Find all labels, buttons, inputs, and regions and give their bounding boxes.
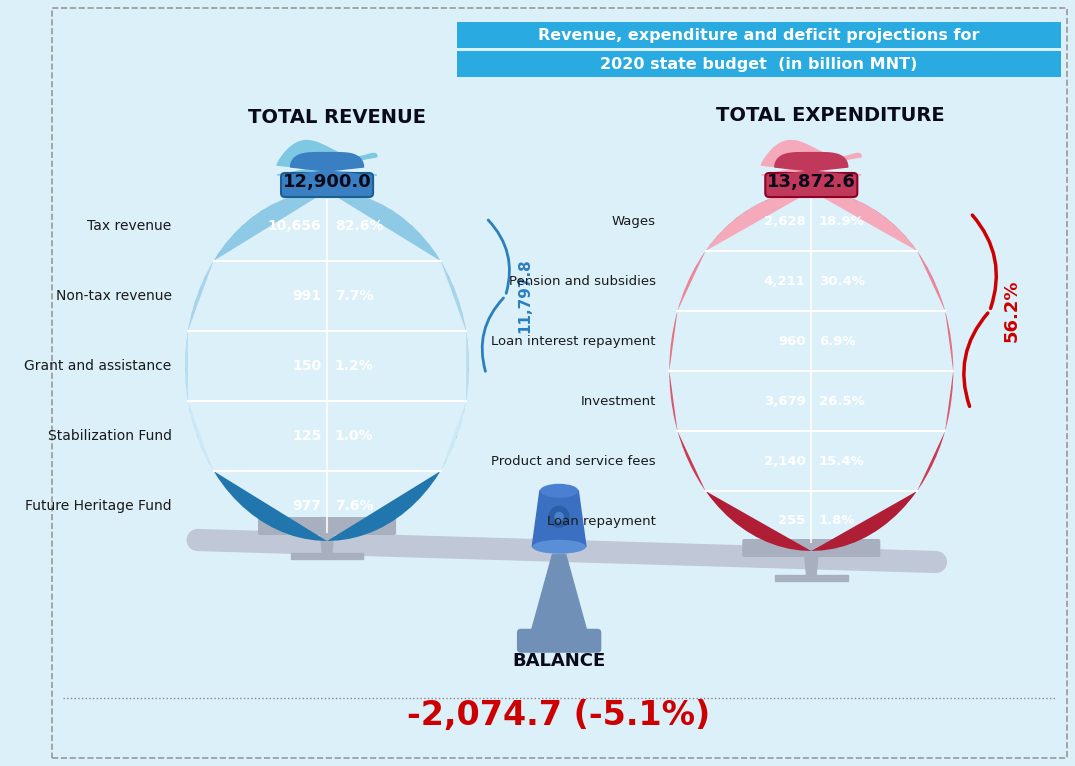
- FancyBboxPatch shape: [742, 539, 880, 557]
- Text: 977: 977: [292, 499, 321, 513]
- Text: 13,872.6: 13,872.6: [766, 173, 856, 191]
- Polygon shape: [522, 635, 596, 647]
- Text: Revenue, expenditure and deficit projections for: Revenue, expenditure and deficit project…: [538, 28, 979, 42]
- Polygon shape: [290, 152, 363, 175]
- Text: Investment: Investment: [580, 394, 656, 408]
- Text: Tax revenue: Tax revenue: [87, 219, 172, 233]
- Ellipse shape: [548, 506, 570, 528]
- Text: TOTAL EXPENDITURE: TOTAL EXPENDITURE: [716, 106, 945, 125]
- FancyBboxPatch shape: [517, 629, 601, 653]
- FancyBboxPatch shape: [457, 51, 1061, 77]
- Polygon shape: [188, 191, 467, 331]
- Text: Loan interest repayment: Loan interest repayment: [491, 335, 656, 348]
- Text: 991: 991: [292, 289, 321, 303]
- Text: BALANCE: BALANCE: [513, 652, 605, 669]
- Text: Loan repayment: Loan repayment: [547, 515, 656, 528]
- Polygon shape: [677, 191, 945, 311]
- FancyBboxPatch shape: [258, 517, 396, 535]
- FancyBboxPatch shape: [457, 22, 1061, 48]
- Text: 150: 150: [292, 359, 321, 373]
- Polygon shape: [320, 533, 333, 553]
- Text: Product and service fees: Product and service fees: [491, 454, 656, 467]
- Polygon shape: [290, 553, 363, 559]
- Text: 4,211: 4,211: [764, 274, 805, 287]
- Polygon shape: [185, 191, 469, 401]
- Text: Grant and assistance: Grant and assistance: [25, 359, 172, 373]
- Text: 56.2%: 56.2%: [1003, 280, 1021, 342]
- Text: 6.9%: 6.9%: [819, 335, 856, 348]
- Polygon shape: [670, 191, 954, 491]
- FancyBboxPatch shape: [765, 173, 858, 197]
- Polygon shape: [214, 191, 441, 261]
- Text: 2,140: 2,140: [763, 454, 805, 467]
- Text: 26.5%: 26.5%: [819, 394, 864, 408]
- Text: 7.6%: 7.6%: [334, 499, 373, 513]
- Polygon shape: [670, 191, 954, 371]
- Polygon shape: [185, 191, 469, 471]
- Text: 18.9%: 18.9%: [819, 214, 864, 228]
- Text: 2,628: 2,628: [763, 214, 805, 228]
- Text: 2020 state budget  (in billion MNT): 2020 state budget (in billion MNT): [600, 57, 917, 71]
- Text: 255: 255: [778, 515, 805, 528]
- Ellipse shape: [532, 540, 586, 554]
- Polygon shape: [775, 152, 848, 175]
- Text: 1.8%: 1.8%: [819, 515, 856, 528]
- Text: 30.4%: 30.4%: [819, 274, 865, 287]
- Text: Future Heritage Fund: Future Heritage Fund: [25, 499, 172, 513]
- Polygon shape: [670, 191, 954, 551]
- Polygon shape: [185, 191, 469, 541]
- Text: Non-tax revenue: Non-tax revenue: [56, 289, 172, 303]
- Text: 82.6%: 82.6%: [334, 219, 383, 233]
- Polygon shape: [277, 141, 377, 175]
- Text: 1.2%: 1.2%: [334, 359, 373, 373]
- Polygon shape: [804, 555, 818, 575]
- Polygon shape: [530, 555, 588, 635]
- Text: 3,679: 3,679: [763, 394, 805, 408]
- Text: 15.4%: 15.4%: [819, 454, 864, 467]
- Text: 1.0%: 1.0%: [334, 429, 373, 443]
- Ellipse shape: [540, 484, 578, 498]
- Text: -2,074.7 (-5.1%): -2,074.7 (-5.1%): [407, 699, 711, 732]
- Text: 7.7%: 7.7%: [334, 289, 373, 303]
- Text: 125: 125: [292, 429, 321, 443]
- Text: Pension and subsidies: Pension and subsidies: [508, 274, 656, 287]
- Text: 12,900.0: 12,900.0: [283, 173, 372, 191]
- Polygon shape: [532, 491, 586, 547]
- Polygon shape: [670, 191, 954, 431]
- Polygon shape: [761, 141, 861, 175]
- Text: Stabilization Fund: Stabilization Fund: [47, 429, 172, 443]
- Text: Wages: Wages: [612, 214, 656, 228]
- Text: 10,656: 10,656: [268, 219, 321, 233]
- Text: 11,797.8: 11,797.8: [517, 259, 532, 333]
- Polygon shape: [705, 191, 917, 251]
- Text: 960: 960: [778, 335, 805, 348]
- Text: TOTAL REVENUE: TOTAL REVENUE: [247, 107, 426, 126]
- FancyBboxPatch shape: [281, 173, 373, 197]
- Ellipse shape: [555, 512, 564, 522]
- Polygon shape: [775, 575, 848, 581]
